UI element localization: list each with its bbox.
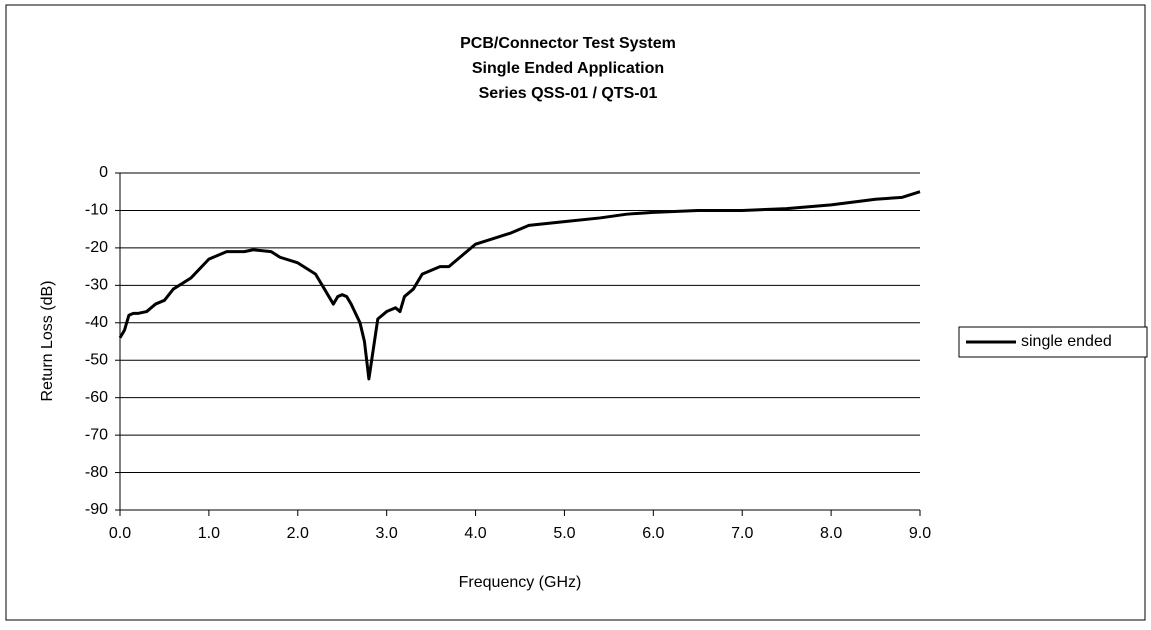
chart-title: Series QSS-01 / QTS-01	[479, 85, 658, 102]
x-tick-label: 7.0	[731, 525, 753, 542]
y-tick-label: -20	[85, 239, 108, 256]
x-tick-label: 9.0	[909, 525, 931, 542]
y-tick-label: -10	[85, 202, 108, 219]
y-tick-label: -90	[85, 501, 108, 518]
y-tick-label: -70	[85, 426, 108, 443]
x-axis-label: Frequency (GHz)	[459, 574, 582, 591]
y-tick-label: -50	[85, 351, 108, 368]
line-series	[118, 190, 921, 381]
x-tick-label: 2.0	[287, 525, 309, 542]
y-tick-label: 0	[99, 164, 108, 181]
x-tick-label: 6.0	[642, 525, 664, 542]
x-tick-label: 4.0	[464, 525, 486, 542]
y-tick-label: -80	[85, 464, 108, 481]
chart-title: Single Ended Application	[472, 60, 664, 77]
y-tick-label: -60	[85, 389, 108, 406]
x-tick-label: 8.0	[820, 525, 842, 542]
y-tick-label: -40	[85, 314, 108, 331]
chart-frame	[5, 4, 1146, 621]
x-tick-label: 3.0	[376, 525, 398, 542]
chart-title: PCB/Connector Test System	[460, 35, 676, 52]
x-tick-label: 5.0	[553, 525, 575, 542]
x-tick-label: 1.0	[198, 525, 220, 542]
x-tick-label: 0.0	[109, 525, 131, 542]
y-axis-label: Return Loss (dB)	[39, 281, 56, 402]
y-tick-label: -30	[85, 277, 108, 294]
legend-label: single ended	[1021, 333, 1112, 350]
